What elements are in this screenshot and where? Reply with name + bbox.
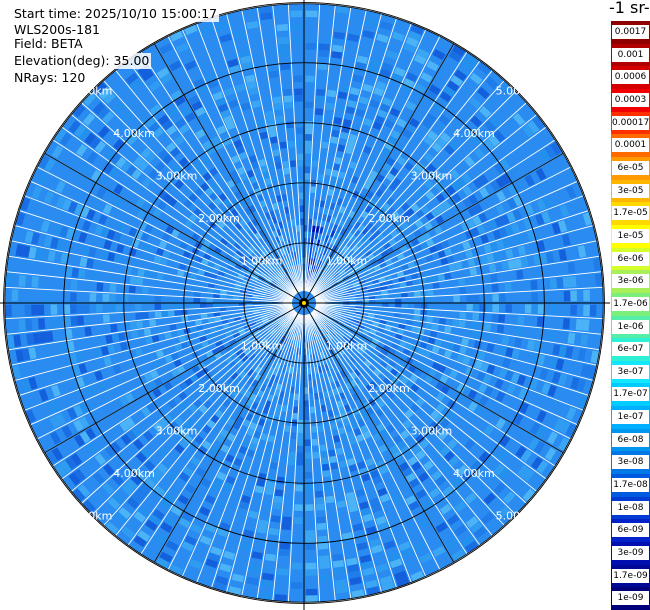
range-ring-label: 3.00km <box>156 424 198 437</box>
range-ring-label: 4.00km <box>113 127 155 140</box>
azimuth-line <box>44 302 305 454</box>
range-ring-label: 2.00km <box>198 382 240 395</box>
colorbar-tick-label: 3e-05 <box>612 183 649 198</box>
colorbar-tick-label: 0.0001 <box>612 138 649 153</box>
range-ring-label: 1.00km <box>326 339 368 352</box>
colorbar-tick-label: 1e-06 <box>612 319 649 334</box>
colorbar-tick-label: 6e-05 <box>612 160 649 175</box>
colorbar-cell: 3e-09 <box>611 542 650 566</box>
colorbar-tick-label: 0.0003 <box>612 92 649 107</box>
range-ring-label: 1.00km <box>241 339 283 352</box>
colorbar-tick-label: 3e-09 <box>612 546 649 561</box>
range-ring-label: 3.00km <box>411 424 453 437</box>
colorbar-cell: 0.001 <box>611 43 650 67</box>
colorbar-tick-label: 3e-06 <box>612 274 649 289</box>
colorbar-cell: 6e-06 <box>611 247 650 271</box>
colorbar-tick-label: 1e-09 <box>612 591 649 606</box>
colorbar-tick-label: 1.7e-06 <box>612 296 649 311</box>
colorbar-cell: 1e-06 <box>611 315 650 339</box>
colorbar-cell: 3e-05 <box>611 179 650 203</box>
range-ring-label: 2.00km <box>198 212 240 225</box>
ppi-plot: 1.00km 1.00km 1.00km 1.00km 2.00km 2.00km 2.00… <box>0 0 610 610</box>
ray-gates <box>5 5 603 602</box>
range-ring <box>3 2 605 604</box>
colorbar-tick-label: 0.0006 <box>612 70 649 85</box>
colorbar-cell: 0.0006 <box>611 66 650 90</box>
range-ring-label: 5.00km <box>496 85 538 98</box>
colorbar-cell: 0.00017 <box>611 111 650 135</box>
range-ring-label: 2.00km <box>368 382 410 395</box>
colorbar-cell: 3e-08 <box>611 451 650 475</box>
azimuth-line <box>303 43 455 304</box>
colorbar-cell: 1.7e-09 <box>611 564 650 588</box>
colorbar-tick-label: 3e-08 <box>612 455 649 470</box>
colorbar-tick-label: 1.7e-08 <box>612 478 649 493</box>
colorbar-tick-label: 1.7e-05 <box>612 206 649 221</box>
colorbar-tick-label: 3e-07 <box>612 364 649 379</box>
colorbar-cell: 1.7e-06 <box>611 292 650 316</box>
range-ring <box>123 122 485 484</box>
colorbar-cell: 1e-07 <box>611 406 650 430</box>
colorbar-tick-label: 6e-06 <box>612 251 649 266</box>
colorbar-cell: 6e-08 <box>611 428 650 452</box>
colorbar-cell: 0.0017 <box>611 21 650 45</box>
nrays-label: NRays: 120 <box>12 70 88 86</box>
azimuth-line <box>44 152 305 304</box>
colorbar-tick-label: 6e-08 <box>612 432 649 447</box>
azimuth-line <box>153 43 305 304</box>
range-ring-label: 4.00km <box>453 127 495 140</box>
elevation-label: Elevation(deg): 35.00 <box>12 53 152 69</box>
colorbar-tick-label: 1.7e-07 <box>612 387 649 402</box>
range-ring-label: 3.00km <box>411 170 453 183</box>
range-ring <box>243 242 365 364</box>
colorbar-tick-label: 1e-07 <box>612 410 649 425</box>
colorbar-cell: 1.7e-05 <box>611 202 650 226</box>
field-label: Field: BETA <box>12 36 85 52</box>
colorbar-tick-label: 1e-08 <box>612 500 649 515</box>
range-ring-label: 1.00km <box>241 255 283 268</box>
colorbar-cell: 1.7e-08 <box>611 474 650 498</box>
range-ring <box>63 62 545 544</box>
colorbar-unit-title: -1 sr- <box>609 0 650 17</box>
colorbar-tick-label: 0.001 <box>612 47 649 62</box>
colorbar-tick-label: 0.00017 <box>612 115 649 130</box>
azimuth-line <box>303 302 455 563</box>
azimuth-line <box>303 302 564 454</box>
range-ring-label: 4.00km <box>453 467 495 480</box>
range-ring-label: 4.00km <box>113 467 155 480</box>
colorbar-cell: 3e-07 <box>611 360 650 384</box>
colorbar-cell: 0.0003 <box>611 88 650 113</box>
colorbar-cell: 0.0001 <box>611 134 650 158</box>
instrument-label: WLS200s-181 <box>12 22 102 38</box>
azimuth-line <box>303 152 564 304</box>
range-ring-label: 5.00km <box>71 85 113 98</box>
radar-center-dot <box>302 301 306 305</box>
colorbar-tick-label: 1.7e-09 <box>612 568 649 583</box>
colorbar: 0.0017 0.001 0.0006 0.0003 0.00017 0.0001 6e-0… <box>611 21 650 610</box>
colorbar-tick-label: 0.0017 <box>612 25 649 39</box>
colorbar-tick-label: 6e-09 <box>612 523 649 538</box>
colorbar-cell: 6e-05 <box>611 156 650 181</box>
colorbar-cell: 1e-09 <box>611 587 650 610</box>
colorbar-cell: 3e-06 <box>611 270 650 294</box>
range-ring-label: 3.00km <box>156 170 198 183</box>
colorbar-cell: 6e-07 <box>611 338 650 362</box>
colorbar-cell: 1e-05 <box>611 224 650 249</box>
start-time-label: Start time: 2025/10/10 15:00:17 <box>12 6 220 22</box>
colorbar-tick-label: 6e-07 <box>612 342 649 357</box>
range-ring-label: 2.00km <box>368 212 410 225</box>
colorbar-cell: 1.7e-07 <box>611 383 650 407</box>
azimuth-line <box>153 302 305 563</box>
colorbar-tick-label: 1e-05 <box>612 228 649 243</box>
range-ring-label: 5.00km <box>71 509 113 522</box>
colorbar-cell: 6e-09 <box>611 519 650 543</box>
range-ring-label: 1.00km <box>326 255 368 268</box>
range-ring <box>183 182 425 424</box>
range-ring-label: 5.00km <box>496 509 538 522</box>
colorbar-cell: 1e-08 <box>611 496 650 520</box>
